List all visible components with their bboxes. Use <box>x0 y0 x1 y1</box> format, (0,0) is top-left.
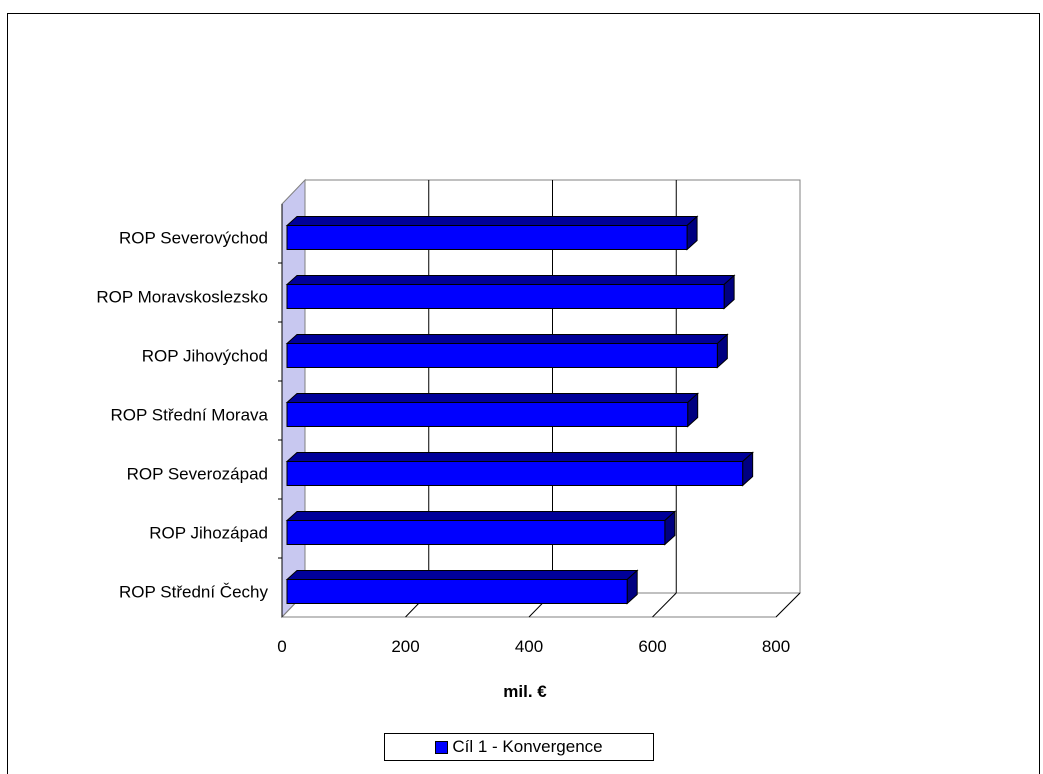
bar-face <box>286 402 689 427</box>
category-label: ROP Jihozápad <box>149 524 268 543</box>
category-label: ROP Moravskoslezsko <box>96 288 268 307</box>
bar <box>285 392 700 428</box>
bar-top <box>285 334 729 344</box>
bar <box>285 215 699 251</box>
bar-top <box>285 393 700 403</box>
bar <box>285 274 736 310</box>
category-label: ROP Severozápad <box>127 465 268 484</box>
bar-face <box>286 579 628 604</box>
legend: Cíl 1 - Konvergence <box>384 733 654 761</box>
bar-top <box>285 275 736 285</box>
bar <box>285 510 677 546</box>
bar-top <box>285 216 699 226</box>
x-tick-label: 400 <box>515 637 543 656</box>
bar-face <box>286 284 725 309</box>
bar-top <box>285 511 677 521</box>
category-label: ROP Střední Čechy <box>119 583 268 602</box>
bar <box>285 451 754 487</box>
bar <box>285 333 729 369</box>
legend-label: Cíl 1 - Konvergence <box>452 737 603 756</box>
floor-gridline <box>775 592 801 618</box>
bar <box>285 569 639 605</box>
x-tick-label: 800 <box>762 637 790 656</box>
bar-face <box>286 520 666 545</box>
legend-swatch <box>435 740 449 754</box>
x-tick-label: 600 <box>638 637 666 656</box>
bar-top <box>285 452 754 462</box>
back-wall <box>305 179 801 593</box>
bar-top <box>285 570 639 580</box>
x-tick-label: 200 <box>391 637 419 656</box>
category-label: ROP Jihovýchod <box>142 347 268 366</box>
category-label: ROP Severovýchod <box>119 229 268 248</box>
x-axis-title: mil. € <box>503 682 547 701</box>
floor-gridline <box>652 592 677 618</box>
bar-face <box>286 343 718 368</box>
bar-face <box>286 225 688 250</box>
bars <box>285 215 754 605</box>
category-labels: ROP Severovýchod ROP Moravskoslezsko ROP J… <box>96 229 268 602</box>
x-tick-label: 0 <box>277 637 286 656</box>
category-label: ROP Střední Morava <box>111 406 269 425</box>
x-tick-labels: 0 200 400 600 800 <box>277 637 790 656</box>
bar-face <box>286 461 744 486</box>
